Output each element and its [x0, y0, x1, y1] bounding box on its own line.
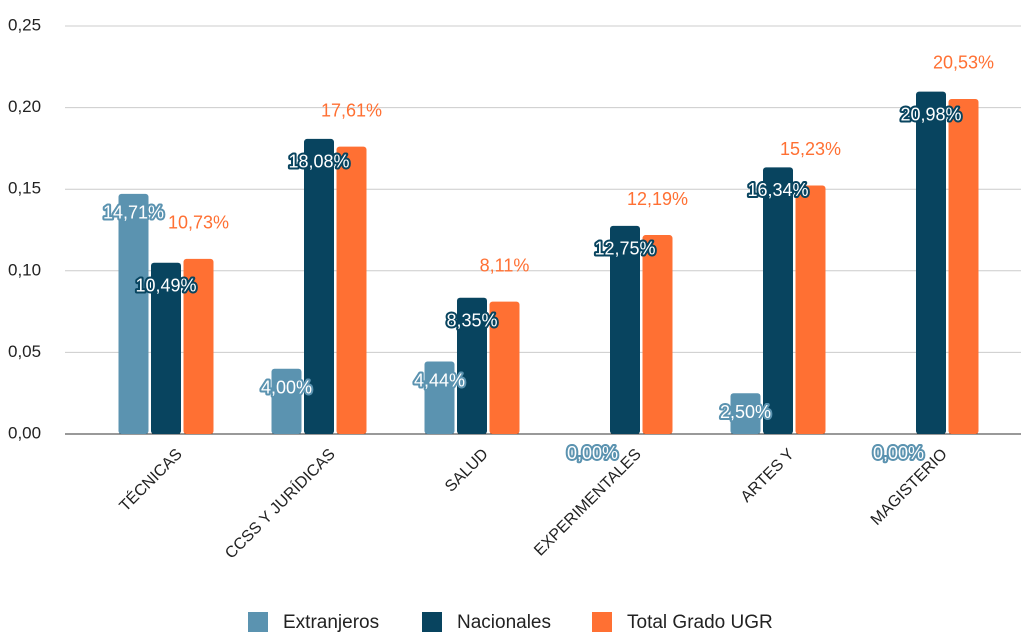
bar	[151, 262, 181, 434]
bar	[183, 258, 214, 434]
data-label: 12,19%	[627, 189, 688, 209]
y-tick-label: 0,25	[8, 15, 41, 34]
legend-label: Nacionales	[457, 612, 551, 633]
data-label: 18,08%	[288, 152, 349, 172]
legend-swatch	[592, 612, 612, 632]
y-tick-label: 0,15	[8, 179, 41, 198]
bar	[948, 98, 979, 434]
bar	[610, 225, 640, 434]
y-tick-label: 0,20	[8, 97, 41, 116]
x-tick-label: CCSS Y JURÍDICAS	[221, 444, 339, 562]
legend-label: Total Grado UGR	[627, 612, 773, 633]
bar	[118, 193, 149, 434]
data-label: 10,73%	[168, 213, 229, 233]
bar	[489, 301, 520, 434]
x-tick-label: ARTES Y	[738, 446, 798, 506]
x-tick-label: TÉCNICAS	[115, 444, 186, 515]
y-tick-label: 0,05	[8, 342, 41, 361]
data-label: 14,71%	[103, 203, 164, 223]
data-label: 0,00%	[567, 443, 618, 463]
y-tick-label: 0,00	[8, 423, 41, 442]
bar	[795, 185, 826, 434]
data-label: 20,98%	[900, 104, 961, 124]
data-label: 17,61%	[321, 100, 382, 120]
bar	[457, 297, 487, 434]
bar	[916, 91, 946, 435]
legend-label: Extranjeros	[283, 612, 379, 633]
data-label: 4,00%	[261, 377, 312, 397]
data-label: 10,49%	[135, 276, 196, 296]
bar	[763, 167, 793, 434]
data-label: 16,34%	[747, 180, 808, 200]
bar	[336, 146, 367, 434]
data-label: 0,00%	[873, 443, 924, 463]
x-tick-label: SALUD	[442, 446, 492, 496]
data-label: 8,35%	[446, 310, 497, 330]
bar	[642, 235, 673, 434]
data-label: 20,53%	[933, 53, 994, 73]
y-tick-label: 0,10	[8, 260, 41, 279]
bar	[271, 368, 302, 434]
legend-swatch	[422, 612, 442, 632]
x-tick-label: EXPERIMENTALES	[531, 446, 645, 560]
data-label: 12,75%	[594, 239, 655, 259]
data-label: 2,50%	[720, 402, 771, 422]
data-label: 15,23%	[780, 139, 841, 159]
data-label: 4,44%	[414, 370, 465, 390]
bar	[730, 393, 761, 434]
bar	[424, 361, 455, 434]
legend-swatch	[248, 612, 268, 632]
data-label: 8,11%	[480, 255, 530, 275]
bar	[304, 138, 334, 435]
